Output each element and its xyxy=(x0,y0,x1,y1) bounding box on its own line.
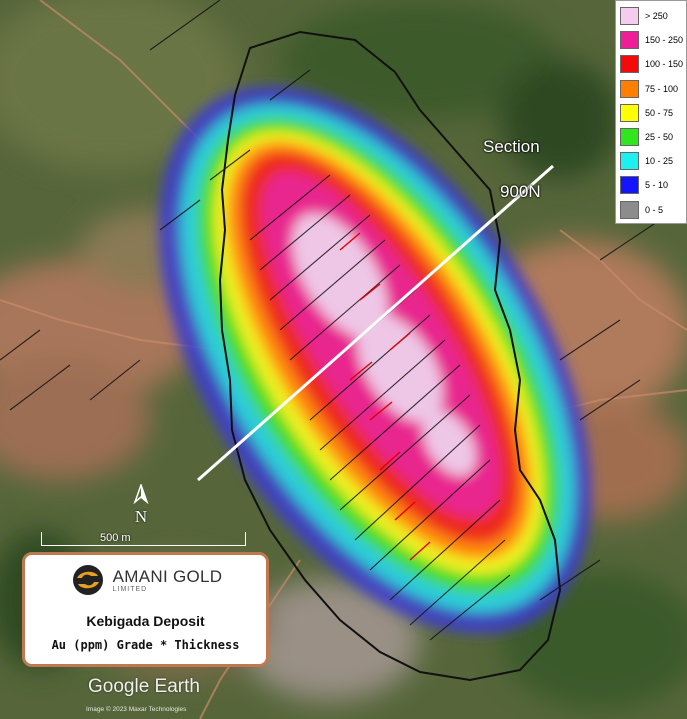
north-arrow-icon xyxy=(133,482,149,505)
grade-legend: > 250 150 - 250 100 - 150 75 - 100 50 - … xyxy=(615,0,687,224)
section-line xyxy=(197,164,554,482)
legend-swatch xyxy=(620,200,639,219)
legend-row-3: 75 - 100 xyxy=(620,77,686,101)
scale-bar xyxy=(41,532,246,546)
scale-bar-label: 500 m xyxy=(100,532,131,544)
north-letter: N xyxy=(134,507,148,526)
legend-swatch xyxy=(620,55,639,74)
legend-swatch xyxy=(620,7,639,26)
legend-label: 50 - 75 xyxy=(645,107,674,118)
legend-row-5: 25 - 50 xyxy=(620,125,686,149)
legend-swatch xyxy=(620,103,639,122)
legend-label: 25 - 50 xyxy=(645,132,674,143)
company-sub: LIMITED xyxy=(112,585,148,593)
google-earth-logo: Google Earth xyxy=(88,676,200,697)
legend-swatch xyxy=(620,152,639,171)
legend-label: 10 - 25 xyxy=(645,156,674,167)
legend-swatch xyxy=(620,128,639,147)
legend-row-8: 0 - 5 xyxy=(620,198,686,222)
north-arrow: N xyxy=(128,482,154,527)
legend-row-6: 10 - 25 xyxy=(620,149,686,173)
amani-logo-icon xyxy=(72,565,103,595)
legend-row-4: 50 - 75 xyxy=(620,101,686,125)
legend-swatch xyxy=(620,79,639,98)
legend-label: 100 - 150 xyxy=(645,59,684,70)
legend-label: 5 - 10 xyxy=(645,180,669,191)
section-number-label: 900N xyxy=(500,182,541,201)
legend-row-0: > 250 xyxy=(620,4,686,28)
company-logo: AMANI GOLD LIMITED xyxy=(25,563,266,597)
legend-label: 75 - 100 xyxy=(645,83,679,94)
deposit-subtitle: Au (ppm) Grade * Thickness xyxy=(51,638,240,652)
legend-swatch xyxy=(620,31,639,50)
company-name: AMANI GOLD xyxy=(112,566,223,586)
legend-row-2: 100 - 150 xyxy=(620,52,686,76)
legend-row-7: 5 - 10 xyxy=(620,173,686,197)
deposit-title: Kebigada Deposit xyxy=(86,613,205,629)
section-label: Section xyxy=(483,137,540,156)
legend-row-1: 150 - 250 xyxy=(620,28,686,52)
info-box: AMANI GOLD LIMITED Kebigada Deposit Au (… xyxy=(22,552,269,667)
deposit-outline xyxy=(218,30,562,682)
legend-swatch xyxy=(620,176,639,195)
imagery-credit: Image © 2023 Maxar Technologies xyxy=(86,706,187,713)
legend-label: 150 - 250 xyxy=(645,35,684,46)
legend-label: > 250 xyxy=(645,11,668,22)
legend-label: 0 - 5 xyxy=(645,204,664,215)
